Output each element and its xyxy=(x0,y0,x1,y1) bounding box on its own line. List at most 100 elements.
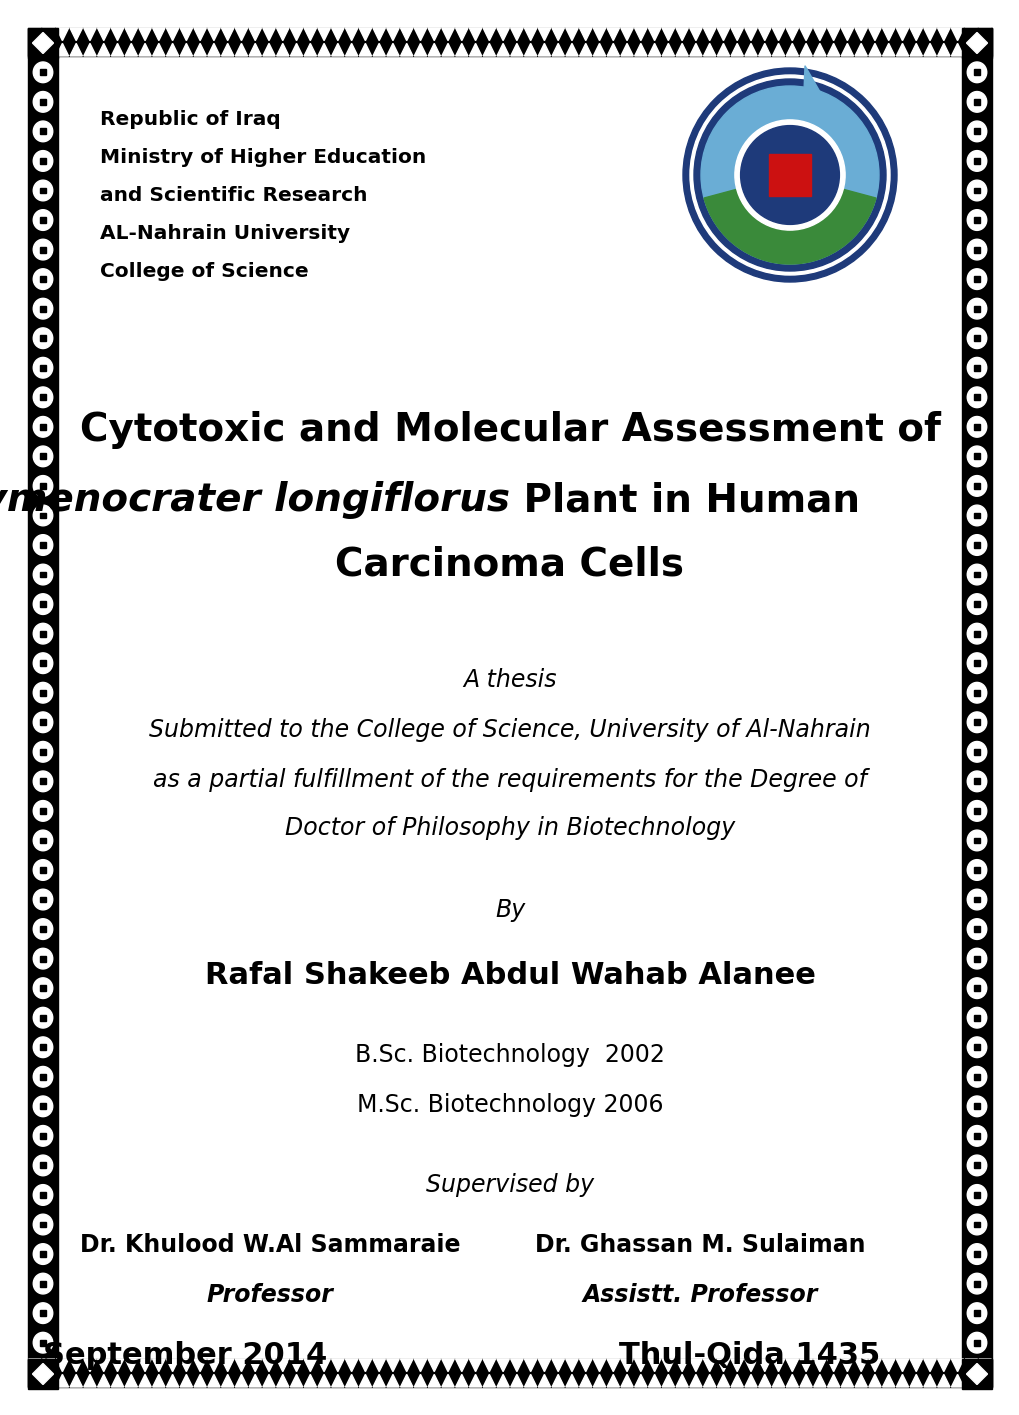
Ellipse shape xyxy=(34,978,53,999)
Polygon shape xyxy=(896,1374,908,1387)
Bar xyxy=(40,306,46,311)
Polygon shape xyxy=(951,28,963,41)
Polygon shape xyxy=(139,1358,151,1371)
Ellipse shape xyxy=(966,1067,985,1087)
Ellipse shape xyxy=(966,771,985,792)
Polygon shape xyxy=(978,28,990,41)
Polygon shape xyxy=(621,44,633,57)
Polygon shape xyxy=(428,44,440,57)
Ellipse shape xyxy=(34,269,53,290)
Text: College of Science: College of Science xyxy=(100,262,309,282)
Polygon shape xyxy=(56,44,68,57)
Polygon shape xyxy=(744,28,756,41)
Polygon shape xyxy=(455,44,468,57)
Polygon shape xyxy=(758,44,770,57)
Polygon shape xyxy=(634,1358,646,1371)
Polygon shape xyxy=(290,28,303,41)
Polygon shape xyxy=(428,1374,440,1387)
Polygon shape xyxy=(923,1358,935,1371)
Polygon shape xyxy=(290,1374,303,1387)
Ellipse shape xyxy=(34,1244,53,1265)
Polygon shape xyxy=(978,44,990,57)
Bar xyxy=(40,1310,46,1316)
Polygon shape xyxy=(854,1374,866,1387)
Polygon shape xyxy=(235,28,248,41)
Polygon shape xyxy=(566,1374,578,1387)
Polygon shape xyxy=(593,1374,605,1387)
Polygon shape xyxy=(166,44,178,57)
Polygon shape xyxy=(180,44,193,57)
Bar xyxy=(40,631,46,637)
Polygon shape xyxy=(621,1374,633,1387)
Polygon shape xyxy=(758,1358,770,1371)
Polygon shape xyxy=(359,1374,371,1387)
Bar xyxy=(40,778,46,784)
Polygon shape xyxy=(263,28,275,41)
Polygon shape xyxy=(373,1374,385,1387)
Polygon shape xyxy=(221,1358,233,1371)
Polygon shape xyxy=(511,44,523,57)
Polygon shape xyxy=(868,28,880,41)
Bar xyxy=(973,453,979,460)
Polygon shape xyxy=(400,1374,413,1387)
Bar xyxy=(40,867,46,873)
Ellipse shape xyxy=(966,446,985,467)
Ellipse shape xyxy=(966,1184,985,1206)
Polygon shape xyxy=(579,1374,591,1387)
Polygon shape xyxy=(799,44,811,57)
Polygon shape xyxy=(896,28,908,41)
Ellipse shape xyxy=(966,416,985,437)
Ellipse shape xyxy=(966,918,985,940)
Polygon shape xyxy=(661,1358,674,1371)
Polygon shape xyxy=(496,44,508,57)
Ellipse shape xyxy=(34,1067,53,1087)
Polygon shape xyxy=(896,1358,908,1371)
Polygon shape xyxy=(180,1374,193,1387)
Ellipse shape xyxy=(966,801,985,821)
Polygon shape xyxy=(43,1374,55,1387)
Polygon shape xyxy=(648,1358,660,1371)
Polygon shape xyxy=(414,44,426,57)
Polygon shape xyxy=(966,1364,986,1384)
Bar xyxy=(973,1015,979,1020)
Polygon shape xyxy=(634,1374,646,1387)
Bar xyxy=(973,1310,979,1316)
Polygon shape xyxy=(276,28,288,41)
Polygon shape xyxy=(386,28,398,41)
Bar xyxy=(973,335,979,341)
Polygon shape xyxy=(868,1374,880,1387)
Ellipse shape xyxy=(34,1274,53,1293)
Ellipse shape xyxy=(966,1361,985,1382)
Ellipse shape xyxy=(966,122,985,142)
Bar xyxy=(40,1015,46,1020)
Bar xyxy=(973,955,979,962)
Bar xyxy=(40,1104,46,1109)
Polygon shape xyxy=(359,28,371,41)
Bar xyxy=(973,927,979,932)
Polygon shape xyxy=(304,28,316,41)
Polygon shape xyxy=(304,1358,316,1371)
Polygon shape xyxy=(936,44,949,57)
Bar xyxy=(28,28,58,58)
Bar xyxy=(973,867,979,873)
Bar xyxy=(28,28,991,57)
Polygon shape xyxy=(881,1358,894,1371)
Polygon shape xyxy=(771,28,784,41)
Polygon shape xyxy=(826,1358,839,1371)
Polygon shape xyxy=(826,1374,839,1387)
Ellipse shape xyxy=(34,446,53,467)
Bar xyxy=(40,40,46,45)
Polygon shape xyxy=(70,44,83,57)
Ellipse shape xyxy=(966,1097,985,1116)
Ellipse shape xyxy=(966,682,985,703)
Bar xyxy=(768,154,810,195)
Ellipse shape xyxy=(966,1303,985,1323)
Polygon shape xyxy=(566,1358,578,1371)
Polygon shape xyxy=(428,28,440,41)
Polygon shape xyxy=(386,44,398,57)
Polygon shape xyxy=(606,1374,619,1387)
Polygon shape xyxy=(661,44,674,57)
Bar xyxy=(973,1370,979,1375)
Polygon shape xyxy=(634,28,646,41)
Circle shape xyxy=(689,75,890,275)
